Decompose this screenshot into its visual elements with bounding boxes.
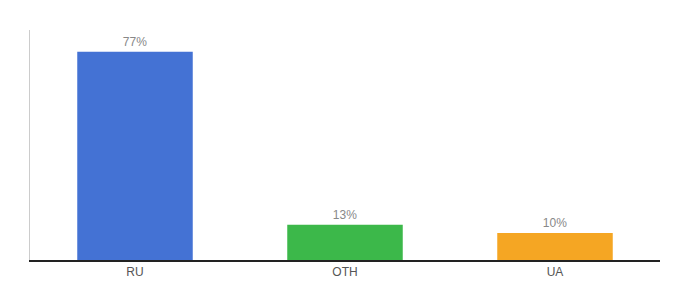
- svg-text:77%: 77%: [123, 35, 147, 49]
- svg-text:OTH: OTH: [332, 265, 357, 279]
- svg-text:13%: 13%: [333, 208, 357, 222]
- svg-text:UA: UA: [547, 265, 564, 279]
- svg-text:10%: 10%: [543, 216, 567, 230]
- svg-text:RU: RU: [126, 265, 143, 279]
